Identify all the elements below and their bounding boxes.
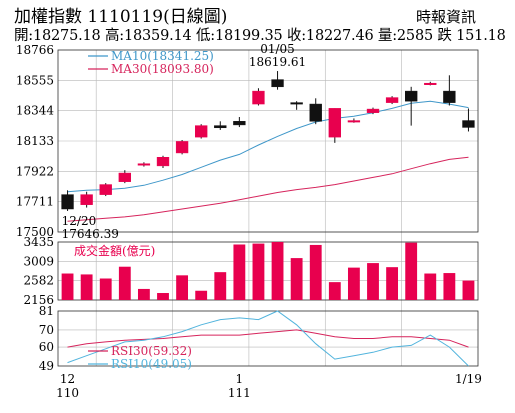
- volume-bar: [176, 275, 189, 300]
- x-tick-label: 1/19: [455, 372, 482, 386]
- volume-bar: [118, 266, 131, 300]
- volume-bar: [80, 274, 93, 300]
- volume-bar: [99, 278, 112, 300]
- price-panel: [57, 49, 479, 233]
- volume-bar: [214, 272, 227, 300]
- volume-bar: [290, 258, 303, 300]
- volume-bar: [328, 282, 341, 300]
- volume-bar: [252, 243, 265, 300]
- volume-bar: [424, 273, 437, 300]
- rsi30-line: [67, 329, 469, 348]
- volume-bar: [157, 293, 169, 300]
- candle-down: [309, 103, 322, 122]
- candle-up: [80, 194, 93, 205]
- volume-tick-label: 3435: [23, 235, 54, 249]
- volume-bar: [233, 244, 246, 300]
- rsi-panel: [57, 310, 479, 367]
- candle-up: [347, 120, 361, 123]
- price-tick-label: 18766: [16, 43, 54, 57]
- volume-bar: [462, 280, 475, 300]
- ma10-legend-label: MA10(18341.25): [111, 49, 214, 63]
- volume-bar: [61, 273, 74, 300]
- candle-down: [233, 121, 246, 126]
- candle-up: [156, 156, 170, 167]
- price-tick-label: 18555: [16, 73, 54, 87]
- rsi-tick-label: 70: [39, 323, 54, 337]
- candle-up: [328, 108, 341, 138]
- candle-up: [252, 90, 265, 105]
- x-tick-year-label: 110: [56, 386, 79, 400]
- volume-tick-label: 2582: [23, 274, 54, 288]
- high-value-label: 18619.61: [249, 55, 306, 69]
- volume-bar: [195, 290, 208, 300]
- volume-tick-label: 3009: [23, 254, 54, 268]
- candle-up: [118, 172, 131, 182]
- low-date-label: 12/20: [62, 214, 97, 228]
- volume-bar: [386, 267, 399, 300]
- candle-down: [290, 102, 303, 105]
- volume-bar: [405, 242, 418, 300]
- volume-panel: [57, 241, 479, 301]
- source-label: 時報資訊: [416, 8, 477, 26]
- x-tick-year-label: 111: [228, 386, 251, 400]
- ma30-line: [67, 156, 469, 222]
- candle-down: [405, 90, 418, 102]
- price-tick-label: 17500: [16, 225, 54, 239]
- candle-up: [385, 97, 399, 103]
- candle-up: [424, 82, 437, 85]
- chart-title: 加權指數 1110119(日線圖): [14, 7, 228, 27]
- rsi-tick-label: 49: [39, 359, 54, 373]
- volume-bar: [367, 263, 379, 300]
- candle-up: [137, 163, 151, 166]
- volume-bar: [347, 267, 360, 300]
- rsi10-line: [67, 310, 469, 367]
- low-value-label: 17646.39: [62, 227, 119, 241]
- ma30-legend-label: MA30(18093.80): [111, 62, 214, 76]
- price-tick-label: 17711: [16, 195, 54, 209]
- rsi-tick-label: 60: [39, 340, 54, 354]
- candle-down: [271, 79, 284, 88]
- volume-bar: [309, 244, 322, 300]
- quote-line: 開:18275.18 高:18359.14 低:18199.35 收:18227…: [14, 28, 506, 44]
- candle-down: [462, 120, 475, 128]
- volume-bar: [443, 273, 456, 300]
- candle-up: [366, 108, 380, 113]
- price-tick-label: 18344: [16, 104, 55, 118]
- volume-tick-label: 2156: [23, 293, 54, 307]
- price-tick-label: 17922: [16, 164, 54, 178]
- candle-down: [214, 125, 227, 129]
- x-tick-label: 12: [60, 372, 75, 386]
- volume-panel-title: 成交金額(億元): [74, 243, 155, 258]
- rsi-tick-label: 81: [39, 304, 54, 318]
- ma10-line: [67, 100, 469, 193]
- candle-up: [175, 141, 189, 154]
- candle-down: [61, 194, 74, 210]
- volume-bar: [271, 242, 284, 300]
- volume-bar: [137, 288, 150, 300]
- candle-up: [195, 125, 208, 138]
- candle-down: [443, 90, 456, 103]
- rsi10-legend-label: RSI10(49.05): [111, 357, 192, 371]
- high-date-label: 01/05: [260, 42, 295, 56]
- rsi30-legend-label: RSI30(59.32): [111, 344, 192, 358]
- x-tick-label: 1: [236, 372, 244, 386]
- price-tick-label: 18133: [16, 134, 54, 148]
- candle-up: [99, 184, 112, 195]
